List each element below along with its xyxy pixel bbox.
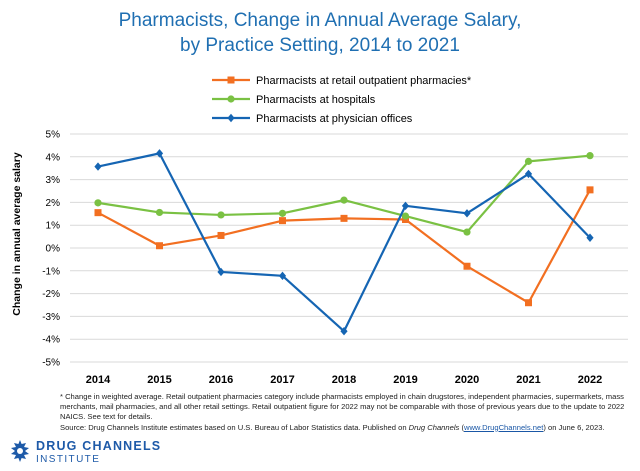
source-publication: Drug Channels [408, 422, 460, 432]
data-point [340, 327, 348, 336]
source-link[interactable]: www.DrugChannels.net [463, 422, 544, 432]
data-point [463, 209, 471, 218]
legend-entry: Pharmacists at retail outpatient pharmac… [212, 75, 472, 87]
data-point [155, 208, 164, 217]
data-point [278, 271, 287, 281]
data-point [463, 262, 471, 270]
x-axis-ticks: 2014 2015 2016 2017 2018 2019 2020 2021 2022 [86, 374, 602, 386]
y-tick-label: -1% [42, 266, 60, 277]
data-point [279, 217, 286, 225]
x-tick-label: 2022 [578, 374, 602, 386]
data-point [227, 95, 235, 103]
source-suffix: ) on June 6, 2023. [543, 422, 605, 432]
data-point [586, 152, 594, 160]
data-point [227, 113, 235, 123]
data-point [217, 267, 225, 277]
data-point [524, 169, 533, 179]
legend-label: Pharmacists at physician offices [256, 113, 413, 125]
data-point [525, 299, 532, 307]
data-point [94, 199, 102, 207]
logo-icon [11, 440, 29, 462]
data-point [401, 201, 410, 211]
x-tick-label: 2018 [332, 374, 356, 386]
logo-text-line-1: DRUG CHANNELS [36, 439, 162, 453]
legend-label: Pharmacists at hospitals [256, 94, 376, 106]
data-point [217, 211, 225, 219]
data-point [340, 214, 348, 222]
x-tick-label: 2020 [455, 374, 479, 386]
y-tick-label: 2% [46, 198, 61, 209]
x-tick-label: 2015 [147, 374, 171, 386]
data-point [586, 233, 594, 242]
data-point [156, 242, 163, 250]
line-chart: 5% 4% 3% 2% 1% 0% -1% -2% -3% -4% -5% 2014 2015 2016… [11, 75, 628, 386]
legend-entry: Pharmacists at hospitals [212, 94, 376, 106]
y-tick-label: -2% [42, 289, 60, 300]
x-tick-label: 2014 [86, 374, 111, 386]
series-lines [94, 149, 594, 336]
chart-title: Pharmacists, Change in Annual Average Sa… [0, 8, 640, 58]
footnote-text: * Change in weighted average. Retail out… [60, 392, 625, 422]
y-axis-label: Change in annual average salary [11, 152, 23, 316]
y-axis-ticks: 5% 4% 3% 2% 1% 0% -1% -2% -3% -4% -5% [42, 130, 60, 369]
data-point [227, 76, 235, 84]
series-2 [94, 152, 594, 236]
logo-text-line-2: INSTITUTE [36, 454, 101, 465]
x-tick-label: 2021 [516, 374, 540, 386]
y-tick-label: 3% [46, 175, 61, 186]
y-tick-label: -3% [42, 312, 60, 323]
y-tick-label: 5% [46, 130, 61, 141]
x-tick-label: 2019 [393, 374, 417, 386]
data-point [94, 209, 102, 217]
y-tick-label: 4% [46, 152, 61, 163]
data-point [463, 228, 471, 236]
footnotes: * Change in weighted average. Retail out… [60, 392, 632, 433]
data-point [524, 157, 533, 165]
data-point [94, 162, 102, 171]
chart-title-line-2: by Practice Setting, 2014 to 2021 [180, 35, 460, 56]
data-point [278, 209, 287, 217]
source-open: ( [459, 422, 464, 432]
data-point [340, 196, 348, 204]
data-point [586, 186, 594, 194]
legend: Pharmacists at retail outpatient pharmac… [212, 75, 472, 125]
y-tick-label: -4% [42, 335, 60, 346]
y-tick-label: 1% [46, 221, 61, 232]
x-tick-label: 2016 [209, 374, 233, 386]
source-prefix: Source: Drug Channels Institute estimate… [60, 422, 409, 432]
y-tick-label: -5% [42, 358, 60, 369]
legend-label: Pharmacists at retail outpatient pharmac… [256, 75, 472, 87]
y-tick-label: 0% [46, 244, 61, 255]
legend-entry: Pharmacists at physician offices [212, 113, 413, 125]
data-point [155, 149, 164, 158]
chart-title-line-1: Pharmacists, Change in Annual Average Sa… [118, 10, 522, 31]
series-1 [94, 186, 594, 307]
series-line [97, 189, 591, 304]
grid-lines [70, 133, 628, 363]
source-line: Source: Drug Channels Institute estimate… [60, 423, 632, 433]
series-3 [94, 149, 594, 336]
x-tick-label: 2017 [270, 374, 294, 386]
data-point [217, 231, 225, 239]
data-point [401, 212, 410, 220]
